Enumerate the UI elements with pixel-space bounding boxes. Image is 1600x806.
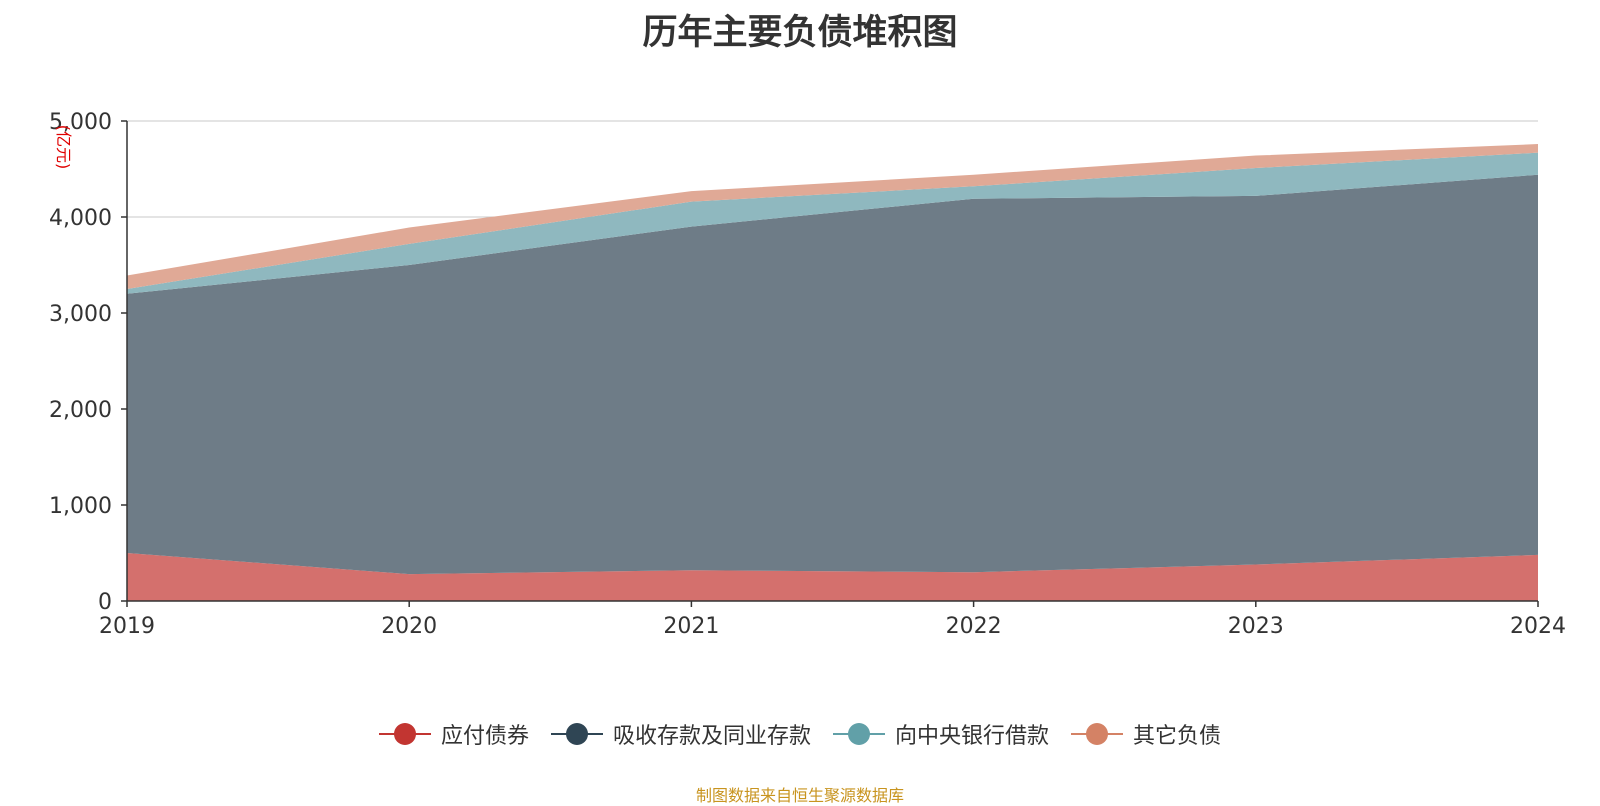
y-tick-label: 2,000	[49, 398, 112, 423]
area-series-4	[127, 144, 1538, 289]
legend-marker-icon	[1071, 722, 1124, 746]
legend-item-4[interactable]: 其它负债	[1071, 718, 1221, 750]
y-tick-label: 4,000	[49, 206, 112, 231]
x-tick-label: 2020	[381, 614, 437, 639]
legend-label: 吸收存款及同业存款	[612, 724, 811, 749]
x-tick-label: 2023	[1228, 614, 1284, 639]
y-tick-label: 3,000	[49, 302, 112, 327]
x-tick-label: 2021	[663, 614, 719, 639]
y-axis-unit-label: (亿元)	[54, 125, 73, 170]
legend-marker-icon	[378, 722, 431, 746]
x-tick-label: 2024	[1510, 614, 1566, 639]
y-tick-label: 5,000	[49, 110, 112, 135]
legend-label: 应付债券	[440, 724, 529, 749]
x-tick-label: 2019	[99, 614, 155, 639]
y-tick-label: 0	[98, 590, 112, 615]
chart-title: 历年主要负债堆积图	[642, 13, 958, 53]
area-series-1	[127, 553, 1538, 601]
legend-item-2[interactable]: 吸收存款及同业存款	[550, 718, 811, 750]
legend-marker-icon	[833, 722, 885, 746]
legend-item-3[interactable]: 向中央银行借款	[833, 718, 1049, 750]
axes: 0 1,000 2,000 3,000 4,000 5,000 2019 2020 2021 20…	[49, 110, 1566, 639]
area-series-3	[127, 152, 1538, 294]
source-note: 制图数据来自恒生聚源数据库	[695, 786, 904, 805]
legend-label: 向中央银行借款	[895, 724, 1050, 749]
x-tick-label: 2022	[946, 614, 1002, 639]
legend-item-1[interactable]: 应付债券	[378, 718, 529, 750]
area-series	[127, 144, 1538, 601]
area-series-2	[127, 174, 1538, 575]
legend: 应付债券 吸收存款及同业存款 向中央银行借款 其它负债	[0, 718, 1600, 750]
legend-label: 其它负债	[1133, 724, 1222, 749]
legend-marker-icon	[550, 722, 603, 746]
y-tick-label: 1,000	[49, 494, 112, 519]
